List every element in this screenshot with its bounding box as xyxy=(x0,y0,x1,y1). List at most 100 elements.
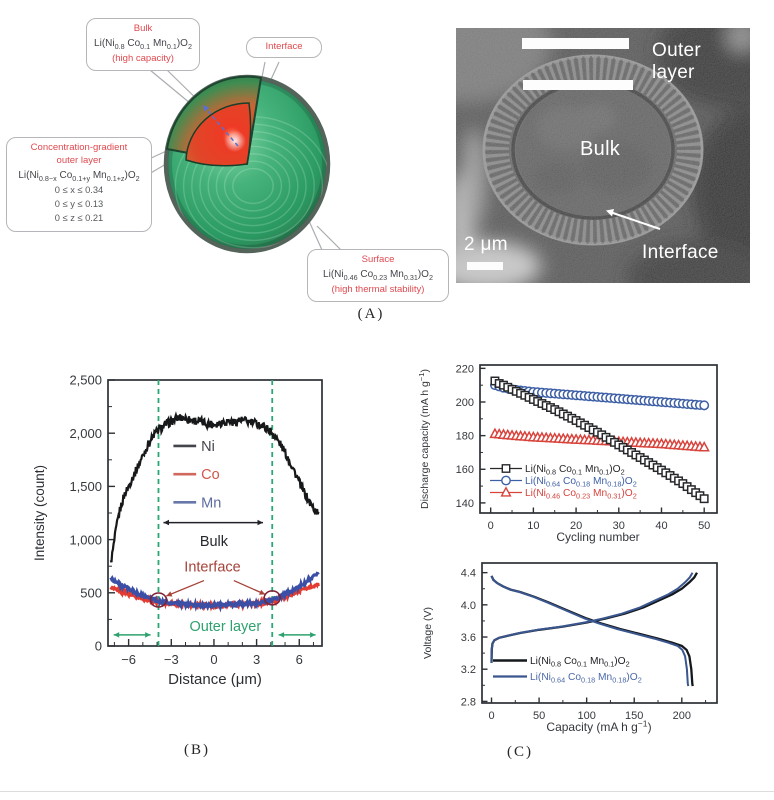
sem-image: Outer layer Bulk 2 μm Interface xyxy=(456,28,750,283)
gradient-constraint-x: 0 ≤ x ≤ 0.34 xyxy=(54,185,104,196)
y-tick-label: 3.2 xyxy=(461,664,476,676)
scale-bar xyxy=(467,262,503,270)
y-axis-label: Intensity (count) xyxy=(32,465,47,561)
y-tick-label: 1,000 xyxy=(69,532,102,547)
y-tick-label: 2,500 xyxy=(69,373,102,388)
x-axis-label: Distance (μm) xyxy=(168,671,262,688)
interface-callout: Interface xyxy=(246,37,322,58)
sem-outer-layer-label: Outer layer xyxy=(652,40,702,84)
y-tick-label: 160 xyxy=(456,464,474,476)
legend-label: Li(Ni0.46 Co0.23 Mn0.31)O2 xyxy=(525,488,637,500)
bottom-divider xyxy=(0,791,774,792)
gradient-constraint-z: 0 ≤ z ≤ 0.21 xyxy=(54,213,104,224)
x-tick-label: −6 xyxy=(121,652,136,667)
bulk-annotation: Bulk xyxy=(200,534,229,550)
gradient-callout-formula: Li(Ni0.8−x Co0.1+y Mn0.1+z)O2 xyxy=(18,169,140,183)
plot-area xyxy=(109,380,320,646)
series-blue xyxy=(490,572,694,687)
bulk-callout-note: (high capacity) xyxy=(112,52,174,64)
legend-label: Li(Ni0.64 Co0.18 Mn0.18)O2 xyxy=(530,672,642,684)
interface-arrowhead xyxy=(606,209,614,217)
y-tick-label: 4.0 xyxy=(461,600,476,612)
y-tick-label: 140 xyxy=(456,498,474,510)
gradient-callout: Concentration-gradient outer layer Li(Ni… xyxy=(6,137,152,233)
voltage-line-chart: 0 50 100 150 200 2.8 3.2 3.6 4.0 4.4 Li(Ni0.8 Co0.… xyxy=(422,562,718,734)
sem-grain-overlay xyxy=(456,28,750,283)
axes: 0 50 100 150 200 2.8 3.2 3.6 4.0 4.4 xyxy=(461,562,718,722)
particle-schematic-graphic xyxy=(148,61,342,254)
sem-graphic xyxy=(456,28,750,283)
x-tick-label: 100 xyxy=(577,710,595,722)
discharge-curve xyxy=(490,575,690,687)
sphere-rings xyxy=(174,116,327,250)
x-tick-label: 3 xyxy=(253,652,260,667)
axes: 0 10 20 30 40 50 140 160 180 200 220 xyxy=(456,363,718,532)
x-tick-label: 40 xyxy=(655,520,667,532)
gradient-constraint-y: 0 ≤ y ≤ 0.13 xyxy=(54,199,104,210)
plot-area xyxy=(490,572,698,687)
sem-interface-label: Interface xyxy=(642,242,719,263)
x-tick-label: 50 xyxy=(533,710,545,722)
intensity-line-chart: −6 −3 0 3 6 0 500 1,000 1,500 2,000 2,500 Ni Co Mn Bul… xyxy=(32,373,323,688)
gradient-callout-title-1: Concentration-gradient xyxy=(30,142,128,153)
sem-bulk-label: Bulk xyxy=(580,138,621,160)
plot-area xyxy=(489,376,710,504)
y-tick-label: 220 xyxy=(456,363,474,375)
legend-label-Co: Co xyxy=(201,467,220,483)
sem-scale-label: 2 μm xyxy=(464,234,508,255)
y-tick-label: 500 xyxy=(80,585,102,600)
bulk-callout-formula: Li(Ni0.8 Co0.1 Mn0.1)O2 xyxy=(94,37,192,51)
surface-callout-title: Surface xyxy=(361,254,395,265)
outer-layer-marker-bar xyxy=(522,38,629,49)
surface-callout: Surface Li(Ni0.46 Co0.23 Mn0.31)O2 (high… xyxy=(307,249,449,303)
x-tick-label: 6 xyxy=(296,652,303,667)
x-tick-label: 50 xyxy=(698,520,710,532)
outer-layer-annotation: Outer layer xyxy=(189,619,261,635)
x-tick-label: 10 xyxy=(527,520,539,532)
surface-callout-formula: Li(Ni0.46 Co0.23 Mn0.31)O2 xyxy=(323,268,433,282)
interface-arrow xyxy=(609,211,661,230)
panel-c-label: (C) xyxy=(507,744,533,760)
legend-label: Li(Ni0.64 Co0.18 Mn0.18)O2 xyxy=(525,476,637,488)
y-axis-label: Discharge capacity (mA h g−1) xyxy=(417,369,431,509)
y-tick-label: 2.8 xyxy=(461,696,476,708)
interface-marker-circle xyxy=(149,592,168,608)
charge-curve xyxy=(490,572,698,663)
y-tick-label: 1,500 xyxy=(69,479,102,494)
series-black xyxy=(490,572,698,687)
y-axis-label: Voltage (V) xyxy=(422,607,434,659)
x-tick-label: 30 xyxy=(613,520,625,532)
charge-curve xyxy=(490,572,694,663)
surface-pointer-line xyxy=(316,225,342,251)
x-axis-label: Cycling number xyxy=(556,530,639,544)
sem-annotations xyxy=(467,38,661,270)
outer-layer-marker-bar xyxy=(523,80,633,90)
x-tick-label: 200 xyxy=(673,710,691,722)
series-Mn xyxy=(109,571,320,613)
series-square xyxy=(490,376,709,504)
x-tick-label: −3 xyxy=(164,652,179,667)
legend-label: Li(Ni0.8 Co0.1 Mn0.1)O2 xyxy=(525,464,625,476)
gradient-direction-arrow xyxy=(203,105,239,147)
legend-label: Li(Ni0.8 Co0.1 Mn0.1)O2 xyxy=(530,656,630,668)
cycling-scatter-chart: 0 10 20 30 40 50 140 160 180 200 220 Li(Ni0.8 Co0.1… xyxy=(417,363,718,544)
interface-marker-circle xyxy=(263,590,281,606)
legend-label-Mn: Mn xyxy=(201,495,221,511)
legend-label-Ni: Ni xyxy=(201,439,215,455)
x-tick-label: 0 xyxy=(488,710,494,722)
x-tick-label: 0 xyxy=(488,520,494,532)
core-highlight xyxy=(224,130,246,152)
y-tick-label: 2,000 xyxy=(69,426,102,441)
panel-b-label: (B) xyxy=(184,742,210,758)
axes: −6 −3 0 3 6 0 500 1,000 1,500 2,000 2,500 xyxy=(69,373,323,667)
panel-a-label: (A) xyxy=(357,306,385,322)
y-tick-label: 3.6 xyxy=(461,632,476,644)
sphere-cutaway xyxy=(166,75,262,167)
interface-annotation: Interface xyxy=(184,560,240,576)
series-Ni xyxy=(109,411,320,563)
y-tick-label: 4.4 xyxy=(461,568,476,580)
bulk-callout-title: Bulk xyxy=(133,23,153,34)
gradient-callout-title-2: outer layer xyxy=(56,154,102,166)
